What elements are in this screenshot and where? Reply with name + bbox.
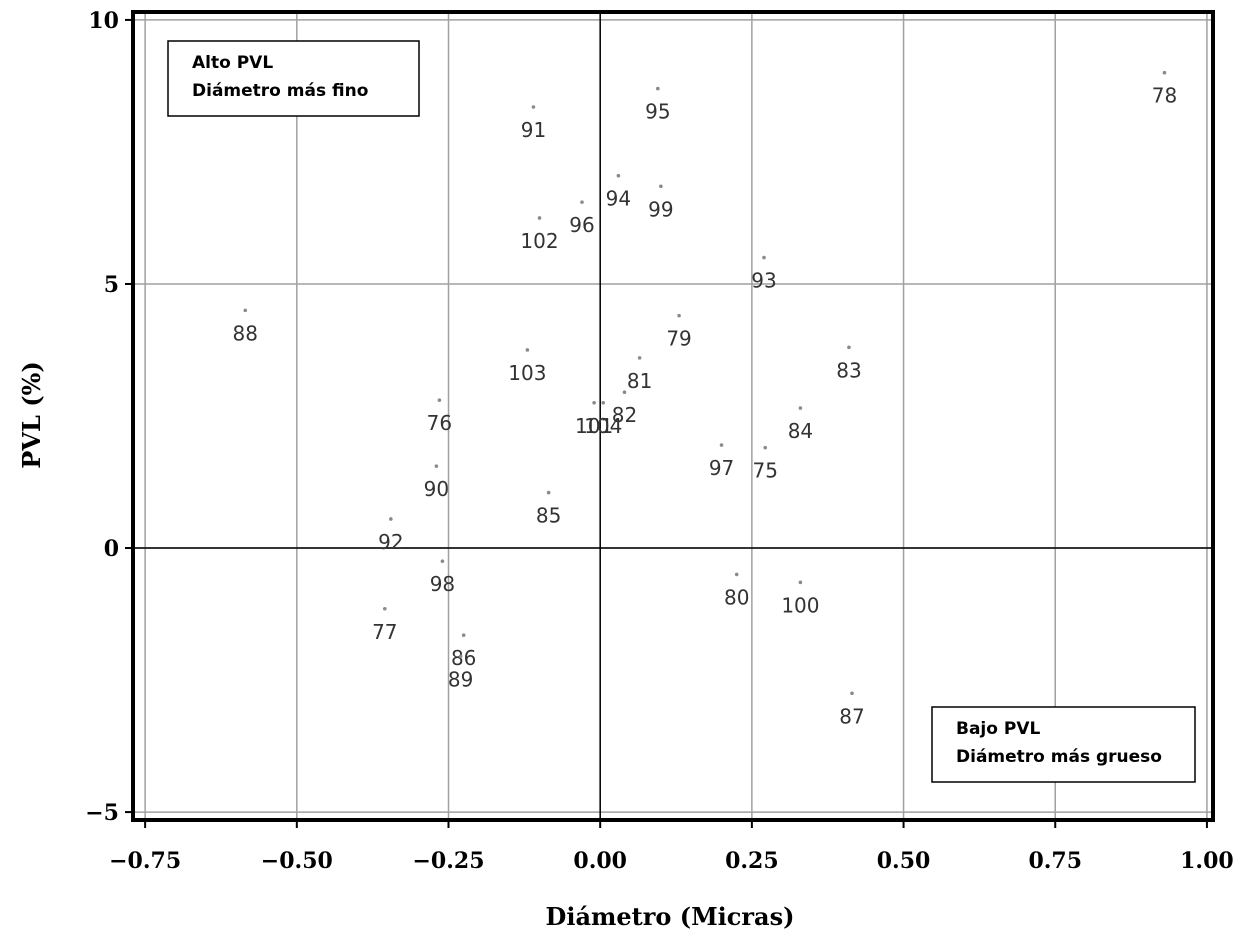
- y-tick-label: 5: [104, 272, 119, 298]
- y-axis-title: PVL (%): [17, 361, 46, 468]
- data-point-label: 79: [666, 327, 691, 351]
- y-tick-label: 10: [88, 8, 119, 34]
- data-point-label: 87: [839, 704, 864, 728]
- reference-lines: [133, 12, 1213, 820]
- data-point-label: 103: [508, 361, 546, 385]
- data-point: [659, 184, 663, 189]
- data-point: [798, 406, 803, 410]
- data-point: [762, 255, 766, 260]
- data-point: [461, 633, 466, 637]
- data-point-label: 98: [430, 572, 455, 596]
- data-point: [734, 572, 739, 577]
- data-point: [616, 173, 621, 178]
- data-point-label: 77: [372, 620, 397, 644]
- y-tick-label: −5: [85, 800, 119, 826]
- data-point: [546, 490, 551, 495]
- data-point: [531, 105, 536, 109]
- data-point-label: 82: [612, 403, 637, 427]
- data-point-label: 100: [781, 593, 819, 617]
- x-tick-label: 0.25: [725, 848, 779, 874]
- data-point-label: 102: [520, 229, 558, 253]
- x-tick-label: 0.50: [877, 848, 931, 874]
- data-point: [763, 445, 768, 450]
- data-point: [622, 390, 627, 395]
- data-point-label: 91: [521, 118, 546, 142]
- data-point: [458, 654, 463, 659]
- data-point-label: 94: [606, 187, 631, 211]
- data-point-label: 86: [451, 646, 476, 670]
- grid-lines: [133, 12, 1213, 820]
- data-point: [798, 580, 803, 585]
- data-point: [637, 356, 642, 360]
- x-tick-label: −0.25: [412, 848, 484, 874]
- data-point-label: 99: [648, 197, 673, 221]
- data-point: [847, 345, 851, 350]
- data-point: [434, 464, 439, 468]
- data-point: [382, 606, 387, 611]
- data-point: [850, 691, 854, 696]
- data-point: [243, 308, 248, 313]
- data-point-label: 80: [724, 585, 749, 609]
- x-tick-label: 0.00: [573, 848, 627, 874]
- annotation-text: Diámetro más grueso: [956, 747, 1162, 767]
- x-tick-label: −0.50: [261, 848, 333, 874]
- annotation-text: Bajo PVL: [956, 719, 1040, 739]
- annotation-text: Diámetro más fino: [192, 81, 368, 101]
- data-point: [437, 398, 442, 402]
- data-point: [592, 400, 596, 405]
- data-point: [677, 313, 681, 318]
- data-point: [656, 86, 660, 91]
- annotation-box: [931, 706, 1196, 783]
- annotation-text: Alto PVL: [192, 53, 273, 73]
- data-point-label: 85: [536, 504, 561, 528]
- data-point-label: 84: [788, 419, 813, 443]
- data-point-label: 75: [752, 459, 777, 483]
- data-point-label: 93: [751, 269, 776, 293]
- annotation-box: [167, 40, 420, 117]
- x-tick-label: 1.00: [1180, 848, 1234, 874]
- data-point: [1162, 70, 1167, 75]
- data-point: [601, 400, 606, 405]
- data-point-label: 88: [233, 321, 258, 345]
- plot-frame: [131, 10, 1215, 822]
- data-point-label: 97: [709, 456, 734, 480]
- data-point-label: 83: [836, 358, 861, 382]
- data-point-label: 96: [569, 213, 594, 237]
- data-point-label: 101: [575, 414, 613, 438]
- data-point: [719, 443, 724, 447]
- x-tick-label: −0.75: [109, 848, 181, 874]
- data-point-label: 78: [1152, 84, 1177, 108]
- x-tick-label: 0.75: [1028, 848, 1082, 874]
- data-point-label: 81: [627, 369, 652, 393]
- data-point: [580, 200, 584, 204]
- data-point-label: 90: [424, 477, 449, 501]
- x-axis-title: Diámetro (Micras): [546, 902, 795, 931]
- data-point-label: 92: [378, 530, 403, 554]
- data-point: [440, 559, 445, 564]
- axis-ticks: −0.75 −0.50 −0.25 0.00 0.25 0.50 0.75 1.00 −5 0 5 1…: [85, 8, 1233, 874]
- data-point: [389, 517, 393, 521]
- y-tick-label: 0: [104, 536, 119, 562]
- data-point: [525, 348, 530, 352]
- data-point-label: 104: [584, 414, 622, 438]
- data-point: [537, 216, 542, 220]
- data-point-label: 76: [427, 411, 452, 435]
- data-point-label: 95: [645, 100, 670, 124]
- annotation-boxes: Alto PVL Diámetro más fino Bajo PVL Diámetr…: [167, 40, 1196, 783]
- data-point-label: 89: [448, 667, 473, 691]
